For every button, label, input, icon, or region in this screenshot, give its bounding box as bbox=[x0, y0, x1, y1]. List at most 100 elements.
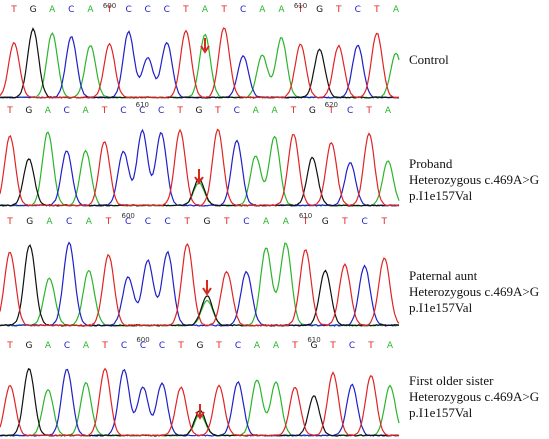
protein-change-label: p.I1e157Val bbox=[409, 300, 473, 315]
base-call-letter: T bbox=[341, 217, 348, 227]
sample-name-label: Paternal aunt bbox=[409, 268, 478, 283]
trace-t bbox=[0, 128, 400, 207]
chromatogram-panel: T G A C A T C C C T A T C A A T G T C T A 600 610 bbox=[0, 2, 400, 99]
mutation-arrow-icon bbox=[195, 404, 205, 420]
base-call-letter: C bbox=[121, 341, 127, 351]
base-call-letter: C bbox=[125, 217, 131, 227]
variant-label: Heterozygous c.469A>G bbox=[409, 389, 540, 404]
base-call-letter: C bbox=[235, 341, 241, 351]
base-call-letter: C bbox=[125, 5, 131, 15]
base-call-letter: A bbox=[272, 106, 279, 116]
base-call-letter: A bbox=[253, 106, 260, 116]
sample-name-label: First older sister bbox=[409, 373, 494, 388]
base-call-letter: A bbox=[49, 5, 56, 15]
panel-label-control: Control bbox=[409, 52, 449, 68]
base-call-letter: T bbox=[328, 106, 335, 116]
base-call-letter: T bbox=[220, 5, 227, 15]
base-call-letter: A bbox=[393, 5, 400, 15]
base-call-letter: A bbox=[45, 341, 52, 351]
base-call-letter: C bbox=[140, 341, 146, 351]
base-call-letter: C bbox=[68, 5, 74, 15]
base-call-letter: A bbox=[278, 5, 285, 15]
base-call-letter: C bbox=[145, 217, 151, 227]
trace-c bbox=[0, 128, 400, 207]
base-call-letter: C bbox=[120, 106, 126, 116]
base-call-letter: T bbox=[6, 217, 13, 227]
base-call-letter: C bbox=[66, 217, 72, 227]
position-mark: 610 bbox=[307, 336, 320, 344]
base-call-letter: T bbox=[290, 106, 297, 116]
base-call-letter: A bbox=[83, 106, 90, 116]
base-call-letter: T bbox=[302, 217, 309, 227]
base-call-letter: G bbox=[316, 5, 323, 15]
base-call-letter: A bbox=[86, 217, 93, 227]
base-call-letter: T bbox=[101, 341, 108, 351]
base-call-letter: T bbox=[6, 341, 13, 351]
trace-g bbox=[0, 244, 400, 327]
trace-c bbox=[0, 30, 400, 99]
variant-label: Heterozygous c.469A>G bbox=[409, 172, 540, 187]
position-mark: 620 bbox=[325, 101, 338, 109]
base-call-letter: T bbox=[6, 106, 13, 116]
base-call-letter: A bbox=[385, 106, 392, 116]
base-call-letter: T bbox=[223, 217, 230, 227]
base-call-letter: G bbox=[197, 341, 204, 351]
panel-label-paternal-aunt: Paternal aunt Heterozygous c.469A>G p.I1… bbox=[409, 268, 539, 316]
base-call-letter: A bbox=[83, 341, 90, 351]
base-call-letter: T bbox=[101, 106, 108, 116]
position-mark: 610 bbox=[294, 2, 307, 10]
base-call-letter: T bbox=[297, 5, 304, 15]
base-call-letter: T bbox=[367, 341, 374, 351]
chromatogram-panel: T G A C A T C C C T G T C A A T G T C T 600 610 bbox=[0, 212, 400, 327]
base-call-letter: G bbox=[30, 5, 37, 15]
base-call-letter: G bbox=[26, 341, 33, 351]
base-call-letter: C bbox=[159, 341, 165, 351]
base-call-letter: C bbox=[347, 106, 353, 116]
base-call-letter: G bbox=[25, 106, 32, 116]
base-call-letter: T bbox=[184, 217, 191, 227]
trace-t bbox=[0, 27, 400, 99]
base-call-letter: G bbox=[322, 217, 329, 227]
base-call-letter: C bbox=[164, 217, 170, 227]
panel-label-first-older-sister: First older sister Heterozygous c.469A>G… bbox=[409, 373, 539, 421]
mutation-arrow-icon bbox=[200, 38, 210, 54]
position-mark: 610 bbox=[136, 101, 149, 109]
sample-name-label: Control bbox=[409, 52, 449, 67]
base-call-letter: A bbox=[387, 341, 394, 351]
base-call-letter: C bbox=[158, 106, 164, 116]
base-call-letter: A bbox=[259, 5, 266, 15]
protein-change-label: p.I1e157Val bbox=[409, 405, 473, 420]
base-call-letter: G bbox=[309, 106, 316, 116]
panel-label-proband: Proband Heterozygous c.469A>G p.I1e157Va… bbox=[409, 156, 539, 204]
base-call-letter: T bbox=[176, 106, 183, 116]
trace-a bbox=[0, 32, 400, 99]
position-mark: 610 bbox=[299, 212, 312, 220]
base-call-letter: C bbox=[139, 106, 145, 116]
base-call-letter: A bbox=[254, 341, 261, 351]
base-call-letter: T bbox=[10, 5, 17, 15]
position-mark: 600 bbox=[103, 2, 116, 10]
base-call-letter: A bbox=[202, 5, 209, 15]
position-mark: 600 bbox=[122, 212, 135, 220]
protein-change-label: p.I1e157Val bbox=[409, 188, 473, 203]
base-call-letter: T bbox=[335, 5, 342, 15]
base-call-letter: A bbox=[46, 217, 53, 227]
variant-label: Heterozygous c.469A>G bbox=[409, 284, 540, 299]
base-call-letter: G bbox=[204, 217, 211, 227]
base-call-letter: T bbox=[291, 341, 298, 351]
base-call-letter: C bbox=[361, 217, 367, 227]
base-call-letter: T bbox=[214, 106, 221, 116]
base-call-letter: A bbox=[45, 106, 52, 116]
trace-t bbox=[0, 367, 400, 437]
trace-c bbox=[0, 241, 400, 327]
base-call-letter: G bbox=[311, 341, 318, 351]
base-call-letter: A bbox=[263, 217, 270, 227]
mutation-arrow-icon bbox=[202, 280, 212, 296]
base-call-letter: C bbox=[64, 341, 70, 351]
base-call-letter: A bbox=[283, 217, 290, 227]
base-call-letter: T bbox=[106, 5, 113, 15]
base-call-letter: A bbox=[87, 5, 94, 15]
base-call-letter: T bbox=[105, 217, 112, 227]
chromatogram-panel: T G A C A T C C C T G T C A A T G T C T A 610 620 bbox=[0, 101, 400, 207]
